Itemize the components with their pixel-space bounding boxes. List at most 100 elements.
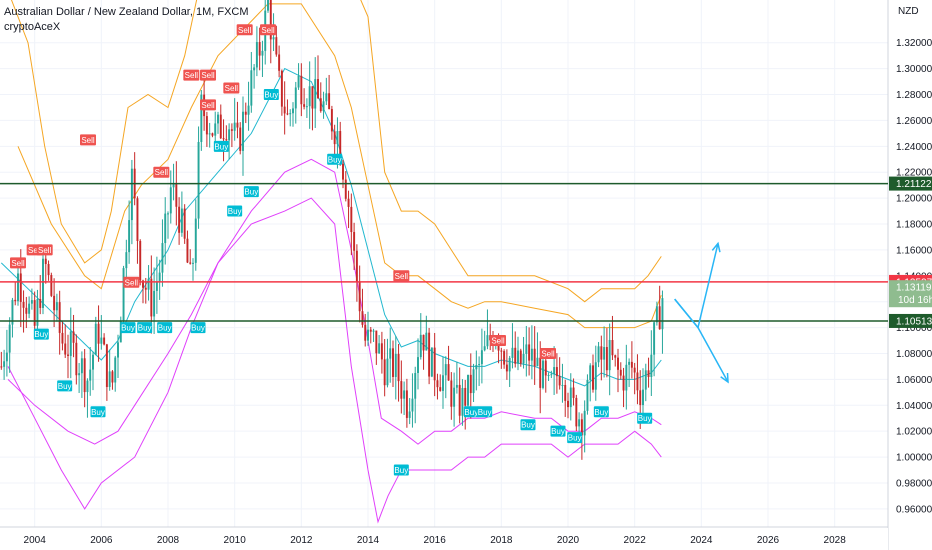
signal-buy-box-32 <box>567 432 583 444</box>
candle-body-13 <box>36 299 39 326</box>
candle-body-144 <box>400 381 403 399</box>
signal-buy-label-30: Buy <box>521 421 535 430</box>
candle-body-21 <box>58 302 61 333</box>
candle-body-159 <box>442 375 444 391</box>
candle-body-19 <box>53 295 56 311</box>
candle-body-108 <box>300 75 303 105</box>
y-tick-label-6: 1.20000 <box>896 194 932 205</box>
candle-body-38 <box>105 344 108 388</box>
signal-sell-box-14 <box>540 347 556 359</box>
candle-body-160 <box>444 364 447 376</box>
candle-body-46 <box>128 220 131 253</box>
y-tick-label-7: 1.18000 <box>896 220 932 231</box>
signal-sell-label-1: Sell <box>28 246 42 255</box>
candle-body-94 <box>261 50 264 56</box>
candle-body-77 <box>214 123 217 136</box>
candle-body-166 <box>461 387 464 416</box>
candle-body-105 <box>292 108 294 114</box>
candle-body-220 <box>611 340 614 356</box>
candle-body-156 <box>433 347 436 381</box>
projection-arrow-line-0 <box>674 243 719 330</box>
signal-buy-label-18: Buy <box>138 324 152 333</box>
candle-body-76 <box>211 133 214 136</box>
candle-body-226 <box>628 361 631 365</box>
x-tick-label-9: 2022 <box>624 535 647 546</box>
candle-body-124 <box>344 179 347 199</box>
candle-body-218 <box>605 347 608 371</box>
signal-buy-box-25 <box>263 89 279 101</box>
candle-body-154 <box>428 332 431 377</box>
candle-body-196 <box>544 360 547 376</box>
candle-body-90 <box>250 70 253 106</box>
candle-body-141 <box>392 348 394 377</box>
candle-body-207 <box>575 397 578 427</box>
signal-buy-box-21 <box>190 322 206 334</box>
signal-sell-box-8 <box>223 82 240 94</box>
candle-body-29 <box>80 358 83 374</box>
candle-body-71 <box>197 141 200 219</box>
signal-sell-box-5 <box>153 166 170 178</box>
candle-body-24 <box>67 354 69 356</box>
signal-sell-box-6 <box>183 69 200 81</box>
candle-body-120 <box>333 131 336 145</box>
candle-body-122 <box>339 131 342 164</box>
candle-body-37 <box>103 337 106 345</box>
candle-body-39 <box>108 371 111 388</box>
candle-body-114 <box>317 79 319 99</box>
signal-buy-box-15 <box>33 328 49 340</box>
candle-body-117 <box>325 93 328 102</box>
projection-arrows[interactable] <box>674 241 729 384</box>
candle-body-15 <box>42 258 44 308</box>
x-tick-label-11: 2026 <box>757 535 780 546</box>
signal-sell-box-12 <box>393 270 410 282</box>
x-tick-label-10: 2024 <box>690 535 713 546</box>
candle-body-31 <box>86 380 89 393</box>
horizontal-levels[interactable] <box>0 182 888 322</box>
candle-body-65 <box>180 208 183 233</box>
y-tick-label-11: 1.10000 <box>896 323 932 334</box>
projection-arrow-head-0 <box>711 241 721 253</box>
time-axis[interactable]: 2004 2006 2008 2010 2012 2014 2016 2018 2020 2022… <box>0 528 888 550</box>
x-tick-label-12: 2028 <box>824 535 847 546</box>
candle-body-27 <box>75 342 78 376</box>
candle-body-228 <box>633 367 636 373</box>
signal-sell-label-12: Sell <box>395 272 409 281</box>
candle-body-235 <box>653 322 656 355</box>
candle-body-157 <box>436 380 439 388</box>
indicator-label[interactable]: cryptoAceX <box>4 21 61 33</box>
candle-body-155 <box>430 347 433 377</box>
candle-body-217 <box>603 347 606 360</box>
candle-body-107 <box>297 75 300 88</box>
candle-body-112 <box>311 86 314 109</box>
candle-body-54 <box>150 278 153 317</box>
candle-body-238 <box>661 298 664 330</box>
candle-body-183 <box>508 357 511 372</box>
signal-sell-label-13: Sell <box>491 337 505 346</box>
candle-body-143 <box>397 353 400 382</box>
candle-body-199 <box>553 367 556 375</box>
candle-body-82 <box>228 129 231 141</box>
candle-body-173 <box>480 350 483 365</box>
candle-body-17 <box>47 264 50 276</box>
candle-body-103 <box>286 113 289 115</box>
signal-buy-label-24: Buy <box>244 188 258 197</box>
candle-body-6 <box>17 273 19 302</box>
candle-body-186 <box>517 350 519 364</box>
candle-body-51 <box>142 280 144 288</box>
candle-body-231 <box>642 389 644 406</box>
candle-body-214 <box>594 362 597 390</box>
candle-body-134 <box>372 330 375 332</box>
candle-body-185 <box>514 347 517 364</box>
candle-body-5 <box>14 299 17 302</box>
candle-body-212 <box>589 365 592 380</box>
candle-body-164 <box>455 384 458 388</box>
candle-body-181 <box>503 351 506 365</box>
candle-body-182 <box>505 364 508 372</box>
candle-body-40 <box>111 371 114 383</box>
candle-body-172 <box>478 364 481 366</box>
grid <box>0 0 889 550</box>
candle-body-219 <box>608 340 611 371</box>
candle-body-101 <box>280 70 283 107</box>
y-tick-label-3: 1.26000 <box>896 116 932 127</box>
